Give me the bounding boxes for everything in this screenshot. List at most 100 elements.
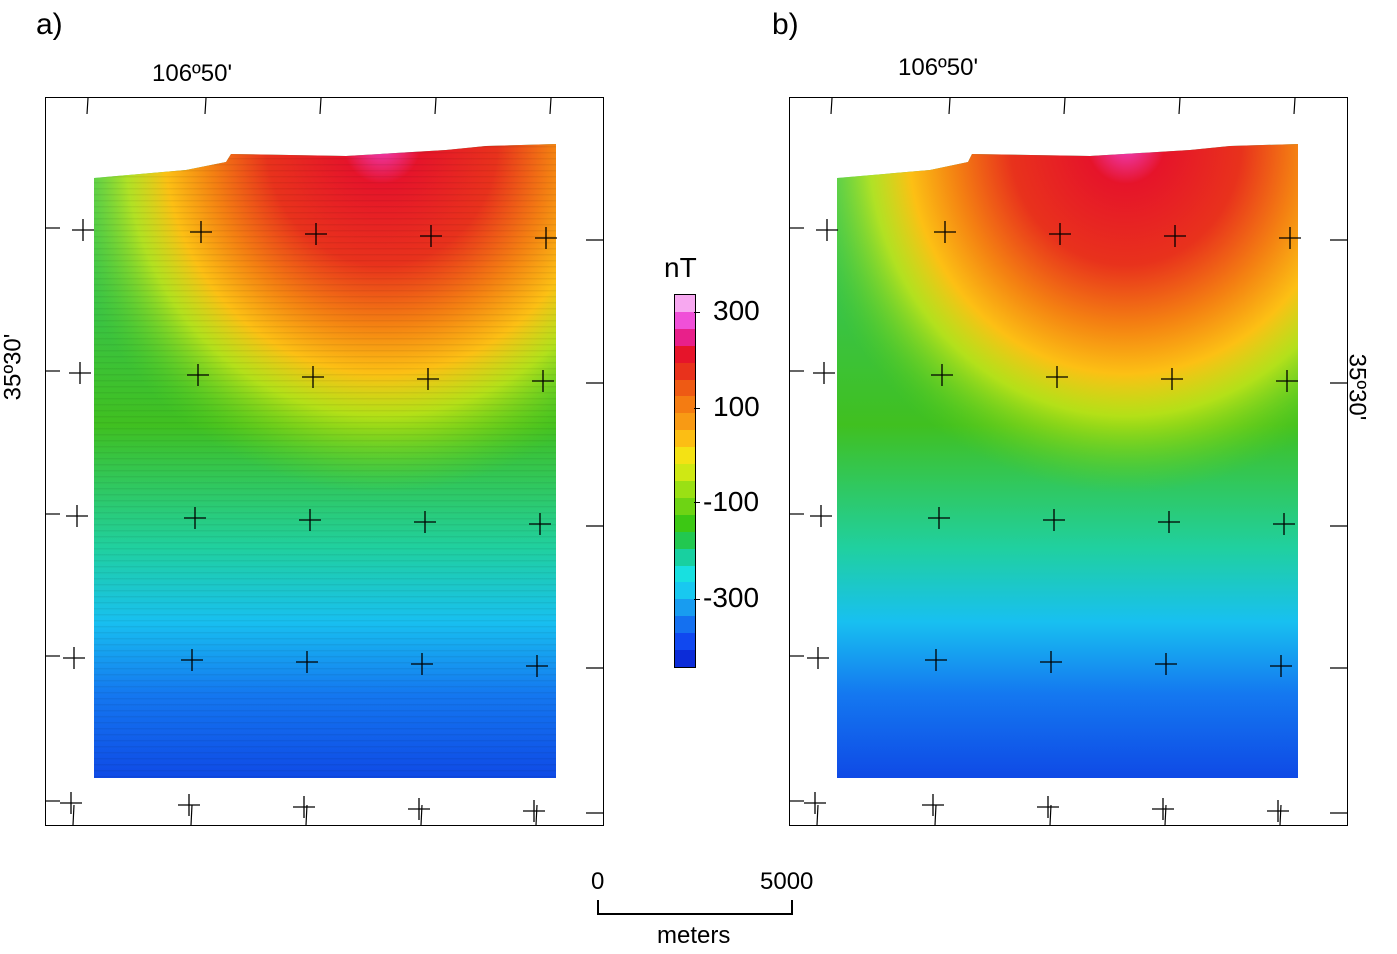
grid-cross [178,794,200,816]
grid-cross [1046,366,1068,388]
panel-b-letter: b) [772,8,799,41]
grid-cross [69,362,91,384]
grid-cross [411,653,433,675]
grid-cross [1040,651,1062,673]
colorbar-band [675,480,695,498]
grid-cross [1152,798,1174,820]
grid-cross [72,219,94,241]
colorbar-tick-100: 100 [713,391,760,422]
grid-cross [1276,370,1298,392]
grid-cross [299,509,321,531]
panel-b-frame-ticks [790,97,1347,826]
grid-cross [187,364,209,386]
grid-cross [408,798,430,820]
grid-cross [934,221,956,243]
scale-bar-unit-label: meters [657,922,731,949]
colorbar-band [675,328,695,346]
colorbar-band [675,379,695,397]
grid-cross [1267,800,1289,822]
scale-bar-start-label: 0 [591,868,605,895]
colorbar-band [675,582,695,600]
grid-cross [302,366,324,388]
frame-tick [549,97,552,115]
panel-a-longitude-label: 106º50' [152,60,233,87]
panel-a-magnetic-map [46,97,603,826]
colorbar-band [675,633,695,651]
colorbar-band [675,650,695,667]
grid-cross [293,796,315,818]
grid-cross [529,513,551,535]
grid-cross [807,647,829,669]
colorbar-tick-minus300: -300 [703,582,760,613]
grid-cross [1043,509,1065,531]
grid-cross [810,505,832,527]
colorbar-tick-300: 300 [713,295,760,326]
frame-tick [319,97,322,115]
colorbar [674,294,696,668]
grid-cross [63,647,85,669]
frame-tick [535,804,538,826]
scale-bar-end-label: 5000 [760,868,814,895]
grid-cross [532,370,554,392]
colorbar-band [675,599,695,617]
grid-cross [1049,223,1071,245]
scale-bar [597,900,793,915]
frame-tick [1063,97,1066,115]
frame-tick [72,804,75,826]
grid-cross [66,505,88,527]
colorbar-band [675,345,695,363]
grid-cross [523,800,545,822]
colorbar-band [675,514,695,532]
grid-cross [928,507,950,529]
grid-cross [1273,513,1295,535]
frame-tick [305,804,308,826]
frame-tick [830,97,833,115]
colorbar-band [675,616,695,634]
grid-cross [305,223,327,245]
colorbar-tick-marks [694,294,702,666]
frame-tick [948,97,951,115]
panel-a-letter: a) [36,8,63,41]
frame-tick [434,97,437,115]
colorbar-band [675,295,695,312]
grid-cross [1155,653,1177,675]
frame-tick [1049,804,1052,826]
grid-cross [1164,225,1186,247]
colorbar-band [675,464,695,481]
colorbar-band [675,565,695,583]
panel-a-frame [45,97,604,826]
frame-tick [204,97,207,115]
grid-cross [420,225,442,247]
colorbar-band [675,413,695,431]
colorbar-band [675,396,695,414]
grid-cross [535,227,557,249]
colorbar-band [675,497,695,515]
grid-cross [813,362,835,384]
panel-a-latitude-label: 35º30' [0,333,27,401]
panel-b-magnetic-map [790,97,1347,826]
frame-tick [420,804,423,826]
frame-tick [1178,97,1181,115]
colorbar-bands [675,295,695,667]
colorbar-band [675,548,695,566]
colorbar-tick-minus100: -100 [703,486,760,517]
grid-cross [1270,655,1292,677]
colorbar-band [675,311,695,329]
grid-cross [296,651,318,673]
frame-tick [1279,804,1282,826]
grid-cross [925,649,947,671]
frame-tick [816,804,819,826]
grid-cross [931,364,953,386]
frame-tick [1164,804,1167,826]
grid-cross [181,649,203,671]
colorbar-unit-label: nT [664,252,697,283]
frame-tick [86,97,89,115]
grid-cross [60,792,82,814]
grid-cross [1279,227,1301,249]
colorbar-band [675,362,695,380]
grid-cross [526,655,548,677]
grid-cross [417,368,439,390]
grid-cross [1161,368,1183,390]
colorbar-band [675,531,695,549]
grid-cross [922,794,944,816]
